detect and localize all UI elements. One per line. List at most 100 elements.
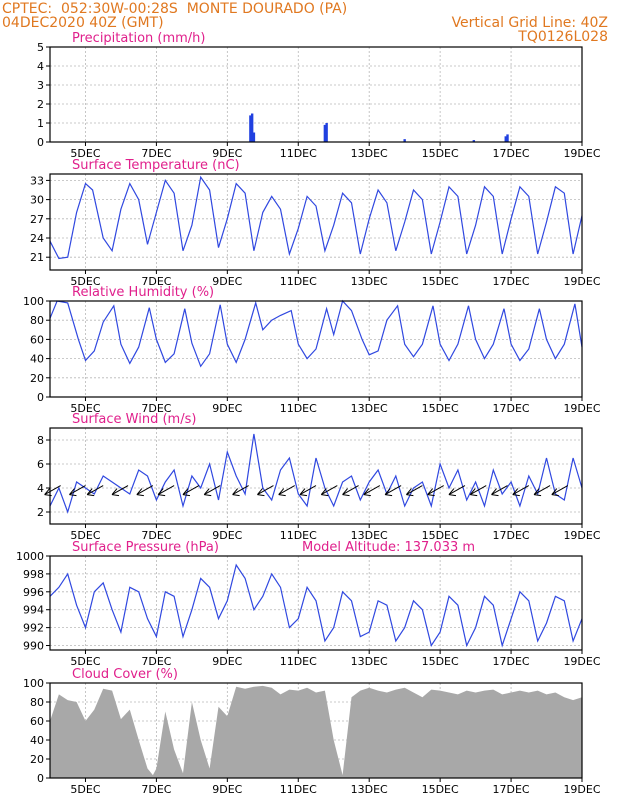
x-tick-label: 9DEC: [212, 147, 242, 160]
wind-arrow-head: [551, 494, 559, 497]
wind-arrow: [469, 485, 487, 496]
wind-arrow-head: [491, 494, 499, 497]
wind-arrow-head: [257, 488, 263, 495]
wind-arrow: [232, 485, 249, 496]
x-tick-label: 5DEC: [70, 402, 100, 415]
x-tick-label: 7DEC: [141, 402, 171, 415]
wind-arrow-head: [406, 488, 412, 495]
precip-bar: [472, 140, 476, 142]
panel-title: Precipitation (mm/h): [72, 31, 205, 46]
y-tick-label: 994: [23, 604, 44, 617]
x-tick-label: 7DEC: [141, 655, 171, 668]
wind-arrow-head: [182, 494, 191, 497]
wind-arrow-head: [533, 488, 540, 495]
x-tick-label: 9DEC: [212, 402, 242, 415]
y-tick-label: 3: [37, 79, 44, 92]
x-tick-label: 19DEC: [563, 783, 600, 796]
y-tick-label: 80: [30, 696, 44, 709]
wind-arrow-head: [534, 494, 542, 497]
wind-arrow-head: [278, 488, 285, 495]
wind-arrow-head: [136, 488, 143, 495]
series-line: [49, 299, 583, 368]
x-tick-label: 9DEC: [212, 655, 242, 668]
x-tick-label: 5DEC: [70, 275, 100, 288]
wind-arrow-head: [427, 494, 435, 497]
x-tick-label: 19DEC: [563, 402, 600, 415]
wind-arrow-head: [363, 494, 371, 497]
wind-arrow: [69, 485, 86, 496]
x-tick-label: 17DEC: [493, 402, 530, 415]
x-tick-label: 19DEC: [563, 147, 600, 160]
precip-bar: [249, 115, 252, 142]
y-tick-label: 21: [30, 251, 44, 264]
x-tick-label: 11DEC: [280, 529, 317, 542]
y-tick-label: 990: [23, 640, 44, 653]
x-tick-label: 5DEC: [70, 147, 100, 160]
wind-arrow-head: [111, 494, 120, 497]
y-tick-label: 6: [37, 458, 44, 471]
wind-arrow: [257, 485, 274, 496]
y-tick-label: 5: [37, 41, 44, 54]
precip-bar: [403, 139, 406, 142]
precip-bar: [323, 124, 327, 142]
wind-arrow-head: [427, 488, 434, 495]
wind-arrow: [384, 485, 402, 496]
y-tick-label: 80: [30, 314, 44, 327]
wind-arrow-head: [204, 494, 212, 497]
panel-frame: [49, 555, 583, 651]
series-line: [49, 433, 583, 514]
y-tick-label: 998: [23, 568, 44, 581]
cloud-cover-area: [50, 685, 582, 778]
wind-arrow: [533, 485, 551, 496]
y-tick-label: 40: [30, 353, 44, 366]
wind-arrow-head: [136, 494, 144, 497]
y-tick-label: 27: [30, 213, 44, 226]
wind-arrow: [342, 485, 359, 496]
y-tick-label: 2: [37, 98, 44, 111]
wind-arrow-head: [384, 488, 391, 495]
wind-arrow-head: [111, 488, 118, 495]
x-tick-label: 11DEC: [280, 147, 317, 160]
x-tick-label: 15DEC: [422, 529, 459, 542]
y-tick-label: 100: [23, 295, 44, 308]
x-tick-label: 13DEC: [351, 147, 388, 160]
y-tick-label: 0: [37, 772, 44, 785]
wind-arrow: [111, 485, 129, 496]
wind-arrow-head: [320, 488, 327, 495]
series-line: [49, 563, 583, 648]
x-tick-label: 9DEC: [212, 783, 242, 796]
wind-arrow-head: [87, 494, 95, 497]
wind-arrow-head: [158, 494, 166, 497]
x-tick-label: 5DEC: [70, 529, 100, 542]
x-tick-label: 17DEC: [493, 147, 530, 160]
wind-arrow: [182, 485, 200, 496]
x-tick-label: 15DEC: [422, 402, 459, 415]
x-tick-label: 15DEC: [422, 147, 459, 160]
wind-arrow-head: [182, 488, 189, 495]
panel-title: Cloud Cover (%): [72, 667, 178, 682]
wind-arrow-head: [321, 494, 329, 497]
wind-arrow-head: [551, 488, 558, 495]
wind-arrow: [321, 485, 338, 496]
x-tick-label: 5DEC: [70, 783, 100, 796]
wind-arrow-head: [385, 494, 393, 497]
wind-arrow-head: [69, 494, 77, 497]
wind-arrow-head: [157, 488, 164, 495]
y-tick-label: 1000: [16, 550, 44, 563]
wind-arrow-head: [491, 488, 497, 495]
y-tick-label: 4: [37, 482, 44, 495]
y-tick-label: 0: [37, 391, 44, 404]
wind-arrow-head: [448, 494, 457, 497]
wind-arrow-head: [342, 494, 350, 497]
y-tick-label: 24: [30, 232, 44, 245]
x-tick-label: 13DEC: [351, 783, 388, 796]
header-grid-note: Vertical Grid Line: 40Z: [451, 15, 608, 31]
panel-title: Relative Humidity (%): [72, 285, 214, 300]
y-tick-label: 40: [30, 734, 44, 747]
header-model-code: TQ0126L028: [518, 29, 608, 45]
panel-frame: [49, 46, 583, 143]
wind-arrow: [299, 485, 317, 496]
wind-arrow-head: [86, 488, 93, 495]
wind-arrow-head: [299, 494, 308, 497]
